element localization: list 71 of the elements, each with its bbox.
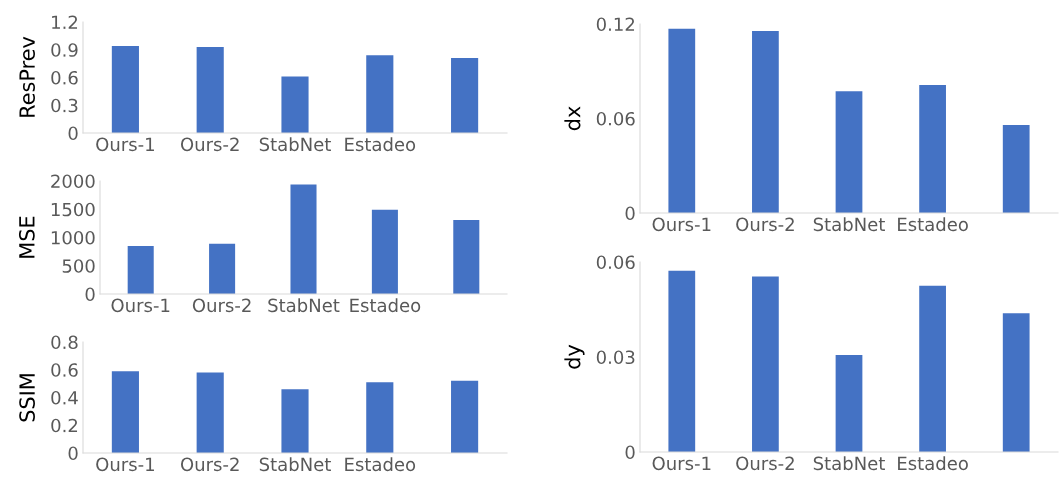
y-tick-label: 0	[68, 126, 78, 141]
x-tick-label: StabNet	[268, 298, 340, 313]
y-axis-title: dy	[564, 344, 585, 369]
bar	[196, 46, 224, 133]
x-tick-label: Estadeo	[345, 457, 416, 472]
y-tick-label: 0	[68, 446, 78, 461]
y-tick-label: 0.03	[596, 350, 635, 365]
bar	[668, 28, 696, 213]
bar	[1002, 125, 1030, 213]
y-tick-label: 0.12	[596, 17, 635, 32]
y-tick-label: 0.3	[51, 98, 78, 113]
x-tick-label: StabNet	[813, 456, 885, 471]
bar	[281, 76, 309, 133]
x-tick-label: StabNet	[259, 137, 331, 152]
bar	[196, 372, 224, 453]
bar	[281, 389, 309, 453]
y-tick-label: 0.8	[51, 335, 78, 350]
bar	[453, 219, 480, 294]
x-tick-label: Estadeo	[898, 217, 968, 232]
y-axis-title: MSE	[18, 216, 35, 258]
x-tick-label: Ours-2	[736, 456, 794, 471]
bar	[366, 382, 394, 453]
x-tick-label: Ours-1	[652, 456, 711, 471]
y-tick-label: 0	[625, 206, 635, 221]
x-tick-label: Ours-1	[96, 137, 154, 152]
bar	[451, 380, 479, 453]
x-tick-label: Ours-2	[192, 298, 251, 313]
bar	[290, 184, 317, 294]
y-tick-label: 0.06	[596, 111, 635, 126]
y-tick-label: 2000	[51, 174, 95, 189]
bar	[835, 91, 863, 213]
y-tick-label: 0.2	[51, 418, 78, 433]
x-tick-label: Ours-2	[180, 457, 239, 472]
bar	[752, 30, 779, 213]
y-tick-label: 1.2	[52, 15, 78, 29]
x-tick-label: Ours-1	[652, 217, 711, 232]
bar	[919, 285, 946, 452]
x-tick-label: StabNet	[259, 457, 331, 472]
y-tick-label: 0.9	[51, 43, 78, 57]
bar	[1002, 313, 1030, 452]
y-tick-label: 0	[625, 445, 635, 460]
bar	[835, 355, 863, 452]
y-tick-label: 500	[62, 259, 95, 273]
y-tick-label: 0.4	[51, 390, 78, 405]
bar	[209, 243, 236, 294]
x-tick-label: Estadeo	[345, 137, 416, 152]
bar	[127, 245, 154, 294]
y-tick-label: 0.6	[51, 363, 78, 377]
bar	[668, 270, 696, 452]
bar	[451, 58, 479, 133]
x-tick-label: StabNet	[813, 217, 885, 232]
x-tick-label: Ours-1	[111, 298, 170, 313]
x-tick-label: Estadeo	[898, 456, 968, 471]
x-tick-label: Estadeo	[350, 298, 421, 313]
bar	[919, 84, 946, 213]
y-tick-label: 0.6	[51, 70, 78, 85]
y-tick-label: 0.06	[596, 255, 635, 270]
bar	[371, 209, 398, 294]
y-tick-label: 1500	[51, 202, 95, 217]
y-axis-title: SSIM	[19, 374, 35, 422]
y-tick-label: 0	[85, 287, 95, 302]
x-tick-label: Ours-2	[180, 137, 239, 152]
bar	[111, 46, 139, 133]
y-axis-title: ResPrev	[19, 36, 35, 117]
bar	[111, 371, 139, 453]
y-axis-title: dx	[564, 106, 581, 131]
x-tick-label: Ours-1	[96, 457, 154, 472]
bar	[752, 276, 779, 452]
y-tick-label: 1000	[51, 230, 95, 245]
x-tick-label: Ours-2	[736, 217, 794, 232]
bar	[366, 55, 394, 133]
